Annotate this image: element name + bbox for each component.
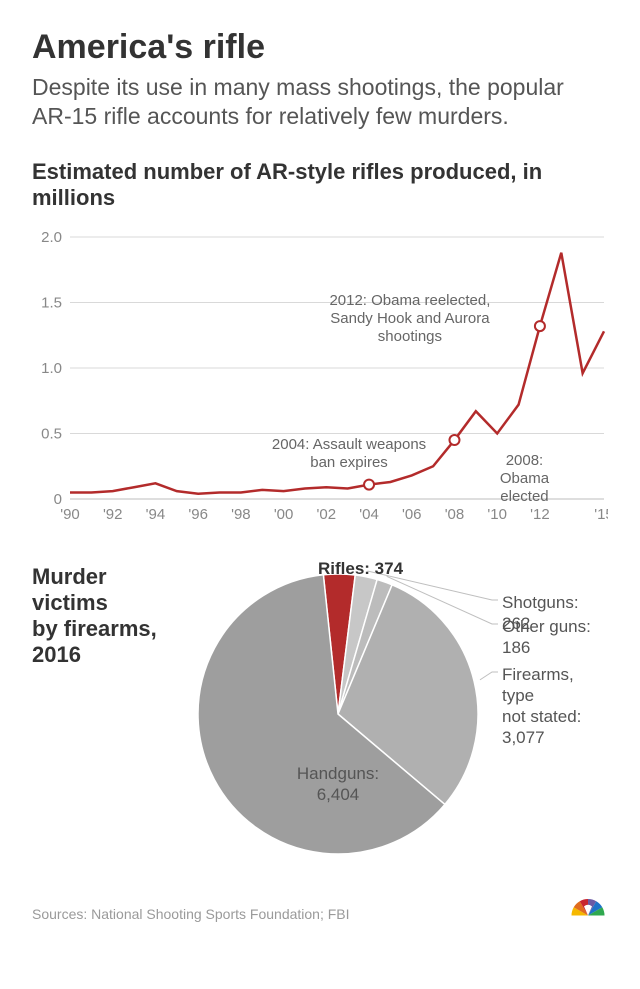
svg-text:'98: '98 bbox=[231, 506, 251, 523]
svg-text:'10: '10 bbox=[487, 506, 507, 523]
pie-slice-label: Rifles: 374 bbox=[318, 558, 403, 579]
pie-slice-label: Firearms, typenot stated: 3,077 bbox=[502, 664, 608, 749]
pie-chart: Rifles: 374Shotguns: 262Other guns: 186F… bbox=[188, 564, 608, 869]
svg-text:2.0: 2.0 bbox=[41, 229, 62, 246]
svg-text:'90: '90 bbox=[60, 506, 80, 523]
svg-text:'08: '08 bbox=[445, 506, 465, 523]
svg-text:'00: '00 bbox=[274, 506, 294, 523]
chart-annotation: 2008: Obama elected bbox=[483, 452, 567, 506]
svg-text:'96: '96 bbox=[188, 506, 208, 523]
headline: America's rifle bbox=[32, 28, 608, 67]
pie-title-block: Murdervictimsby firearms,2016 bbox=[32, 564, 188, 869]
line-chart: 00.51.01.52.0'90'92'94'96'98'00'02'04'06… bbox=[32, 223, 608, 528]
pie-slice-label: Other guns: 186 bbox=[502, 616, 608, 659]
svg-text:'06: '06 bbox=[402, 506, 422, 523]
svg-text:1.5: 1.5 bbox=[41, 294, 62, 311]
svg-text:1.0: 1.0 bbox=[41, 360, 62, 377]
nbc-peacock-icon bbox=[568, 887, 608, 917]
subheadline: Despite its use in many mass shootings, … bbox=[32, 73, 608, 131]
svg-text:'92: '92 bbox=[103, 506, 123, 523]
chart-annotation: 2012: Obama reelected,Sandy Hook and Aur… bbox=[311, 292, 509, 346]
svg-text:'04: '04 bbox=[359, 506, 379, 523]
chart-annotation: 2004: Assault weaponsban expires bbox=[272, 436, 426, 472]
svg-text:0.5: 0.5 bbox=[41, 425, 62, 442]
svg-text:'94: '94 bbox=[146, 506, 166, 523]
line-chart-title: Estimated number of AR-style rifles prod… bbox=[32, 159, 608, 211]
svg-text:'12: '12 bbox=[530, 506, 550, 523]
pie-chart-title: Murdervictimsby firearms,2016 bbox=[32, 564, 188, 668]
pie-slice-label: Handguns:6,404 bbox=[288, 763, 388, 806]
nbc-logo-icon bbox=[568, 887, 608, 922]
source-text: Sources: National Shooting Sports Founda… bbox=[32, 906, 350, 922]
svg-text:'02: '02 bbox=[317, 506, 337, 523]
svg-text:'15: '15 bbox=[594, 506, 608, 523]
